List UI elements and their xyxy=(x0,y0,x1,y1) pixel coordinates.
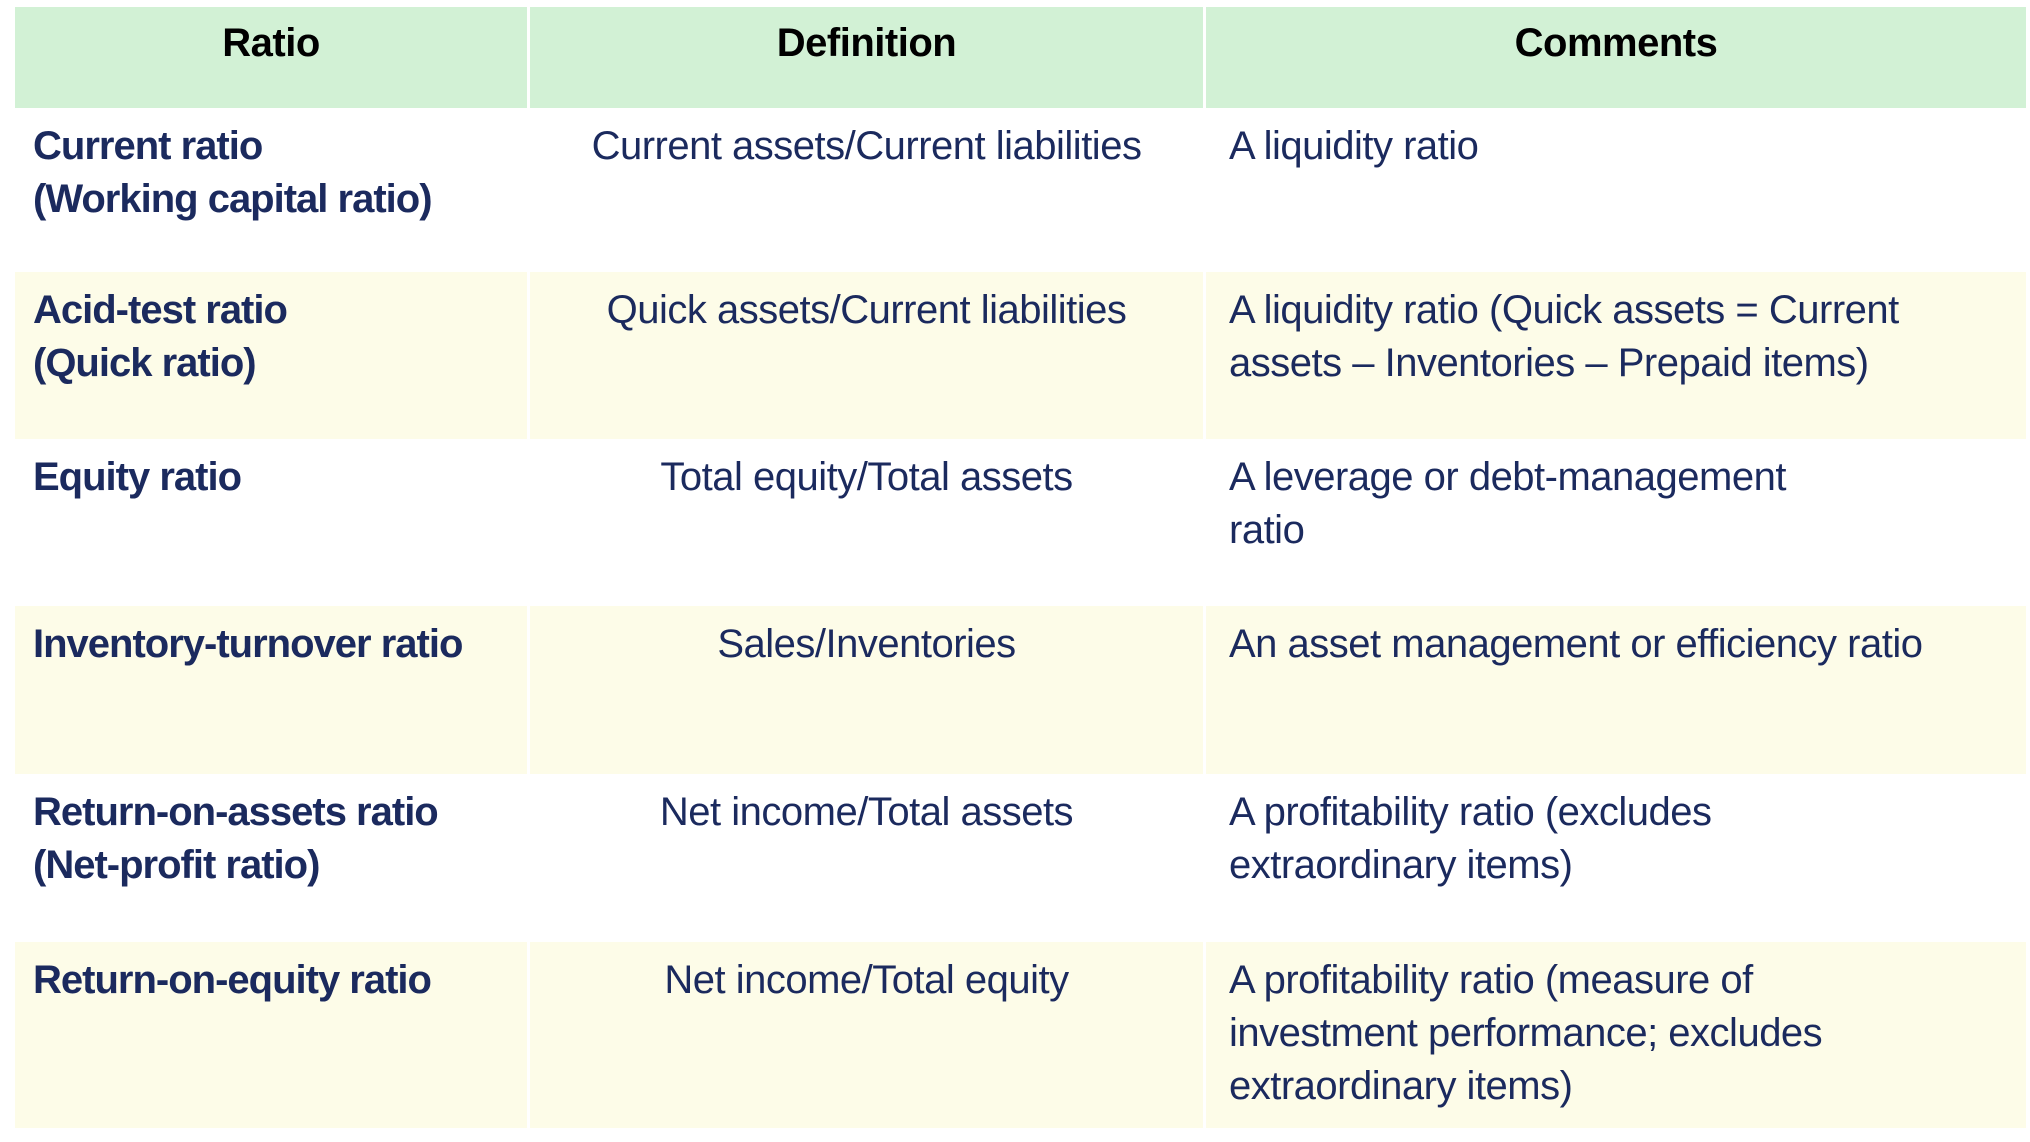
column-divider xyxy=(527,606,530,774)
column-divider xyxy=(527,7,530,108)
column-divider xyxy=(1203,439,1206,606)
ratio-definition: Current assets/Current liabilities xyxy=(591,124,1142,168)
ratio-definition: Total equity/Total assets xyxy=(660,455,1073,499)
column-divider xyxy=(1203,774,1206,942)
column-divider xyxy=(1203,272,1206,439)
financial-ratios-table: Ratio Definition Comments Current ratio … xyxy=(15,7,2026,1128)
table-row-return-on-assets-ratio: Return-on-assets ratio (Net-profit ratio… xyxy=(15,774,2026,942)
table-row-acid-test-ratio: Acid-test ratio (Quick ratio) Quick asse… xyxy=(15,272,2026,439)
column-divider xyxy=(527,439,530,606)
ratio-comments: A leverage or debt-management ratio xyxy=(1229,455,1786,552)
ratio-comments: A profitability ratio (measure of invest… xyxy=(1206,942,2026,1128)
ratio-name: Inventory-turnover ratio xyxy=(15,606,527,774)
ratio-definition: Sales/Inventories xyxy=(530,606,1203,774)
header-ratio: Ratio xyxy=(15,7,527,108)
column-divider xyxy=(1203,7,1206,108)
ratio-name: Return-on-equity ratio xyxy=(15,942,527,1128)
table-row-current-ratio: Current ratio (Working capital ratio) Cu… xyxy=(15,108,2026,272)
ratio-comments: An asset management or efficiency ratio xyxy=(1206,606,2026,774)
column-divider xyxy=(527,108,530,272)
ratio-name: Equity ratio xyxy=(33,455,242,499)
column-divider xyxy=(527,942,530,1128)
header-definition: Definition xyxy=(530,7,1203,108)
table-row-inventory-turnover-ratio: Inventory-turnover ratio Sales/Inventori… xyxy=(15,606,2026,774)
ratio-name: Return-on-assets ratio (Net-profit ratio… xyxy=(33,790,439,887)
column-divider xyxy=(1203,606,1206,774)
ratio-name: Current ratio (Working capital ratio) xyxy=(33,124,433,221)
column-divider xyxy=(527,272,530,439)
ratio-definition: Quick assets/Current liabilities xyxy=(530,272,1203,439)
ratio-definition: Net income/Total equity xyxy=(530,942,1203,1128)
ratio-definition: Net income/Total assets xyxy=(659,790,1074,834)
ratio-comments: A profitability ratio (excludes extraord… xyxy=(1229,790,1712,887)
ratio-comments: A liquidity ratio (Quick assets = Curren… xyxy=(1206,272,2026,439)
column-divider xyxy=(1203,108,1206,272)
table-row-return-on-equity-ratio: Return-on-equity ratio Net income/Total … xyxy=(15,942,2026,1128)
table-row-equity-ratio: Equity ratio Total equity/Total assets A… xyxy=(15,439,2026,606)
ratio-name: Acid-test ratio (Quick ratio) xyxy=(15,272,527,439)
header-comments: Comments xyxy=(1206,7,2026,108)
column-divider xyxy=(527,774,530,942)
column-divider xyxy=(1203,942,1206,1128)
ratio-comments: A liquidity ratio xyxy=(1229,124,1479,168)
table-header-row: Ratio Definition Comments xyxy=(15,7,2026,108)
